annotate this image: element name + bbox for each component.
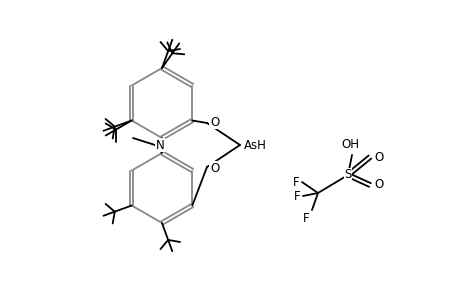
Text: O: O — [373, 178, 382, 191]
Text: F: F — [294, 190, 300, 202]
Text: S: S — [344, 169, 351, 182]
Text: F: F — [293, 176, 299, 188]
Text: AsH: AsH — [243, 139, 266, 152]
Text: O: O — [373, 151, 382, 164]
Text: F: F — [303, 212, 309, 225]
Text: OH: OH — [340, 138, 358, 151]
Text: O: O — [210, 161, 219, 175]
Text: N: N — [155, 139, 164, 152]
Text: O: O — [210, 116, 219, 128]
